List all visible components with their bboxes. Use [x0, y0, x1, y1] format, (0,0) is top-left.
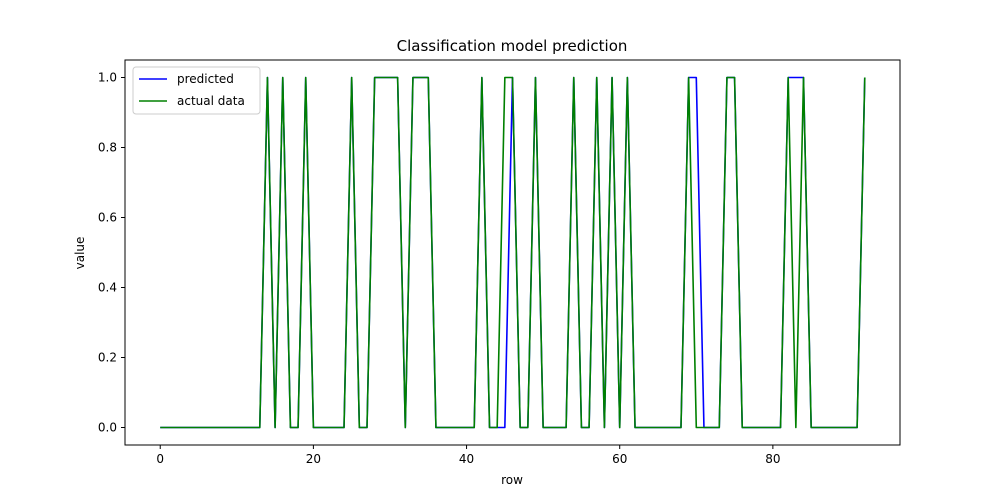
legend-label: predicted: [177, 72, 234, 86]
x-axis-label: row: [501, 473, 523, 487]
y-tick-label: 1.0: [98, 71, 117, 85]
x-tick-label: 80: [765, 452, 780, 466]
chart-title: Classification model prediction: [397, 37, 628, 55]
x-tick-label: 60: [612, 452, 627, 466]
y-axis-label: value: [73, 237, 87, 270]
series-line-actual-data: [160, 76, 866, 429]
legend-label: actual data: [177, 94, 245, 108]
y-tick-label: 0.4: [98, 281, 117, 295]
y-tick-label: 0.8: [98, 141, 117, 155]
y-tick-label: 0.0: [98, 421, 117, 435]
plot-area: 0 20 40 60 80 0.0 0.2 0.4 0.6 0.8 1.0 predicted actu…: [98, 59, 901, 466]
x-tick-label: 0: [156, 452, 164, 466]
x-tick-label: 20: [306, 452, 321, 466]
y-tick-label: 0.6: [98, 211, 117, 225]
y-tick-label: 0.2: [98, 351, 117, 365]
axes-frame: [124, 59, 901, 446]
x-tick-label: 40: [459, 452, 474, 466]
